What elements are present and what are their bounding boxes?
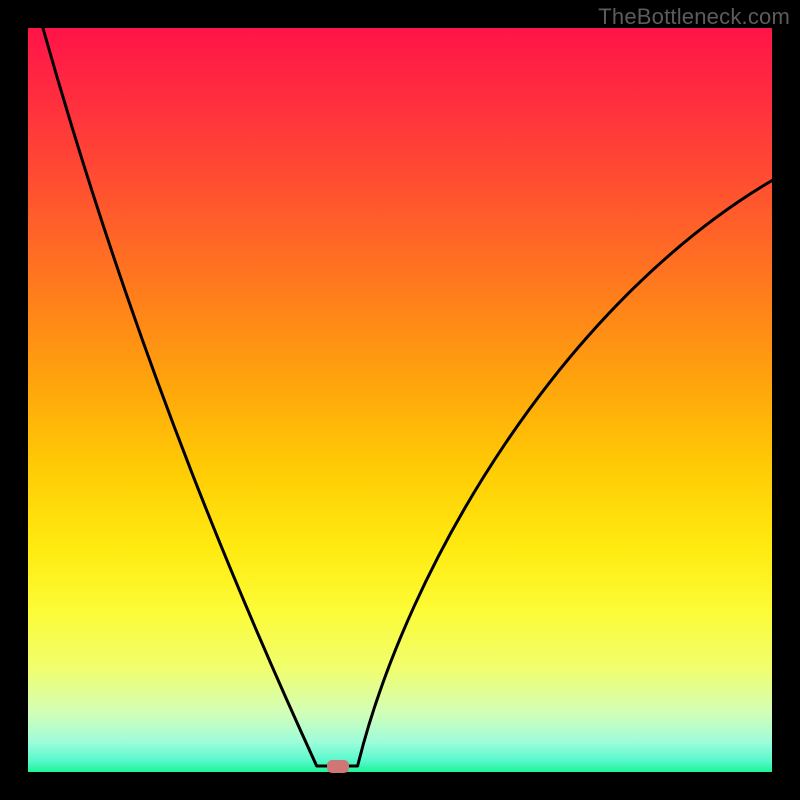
optimum-marker bbox=[327, 760, 349, 773]
bottleneck-curve bbox=[28, 28, 772, 772]
chart-frame: TheBottleneck.com bbox=[0, 0, 800, 800]
watermark-text: TheBottleneck.com bbox=[598, 4, 790, 30]
bottleneck-heat-plot bbox=[28, 28, 772, 772]
